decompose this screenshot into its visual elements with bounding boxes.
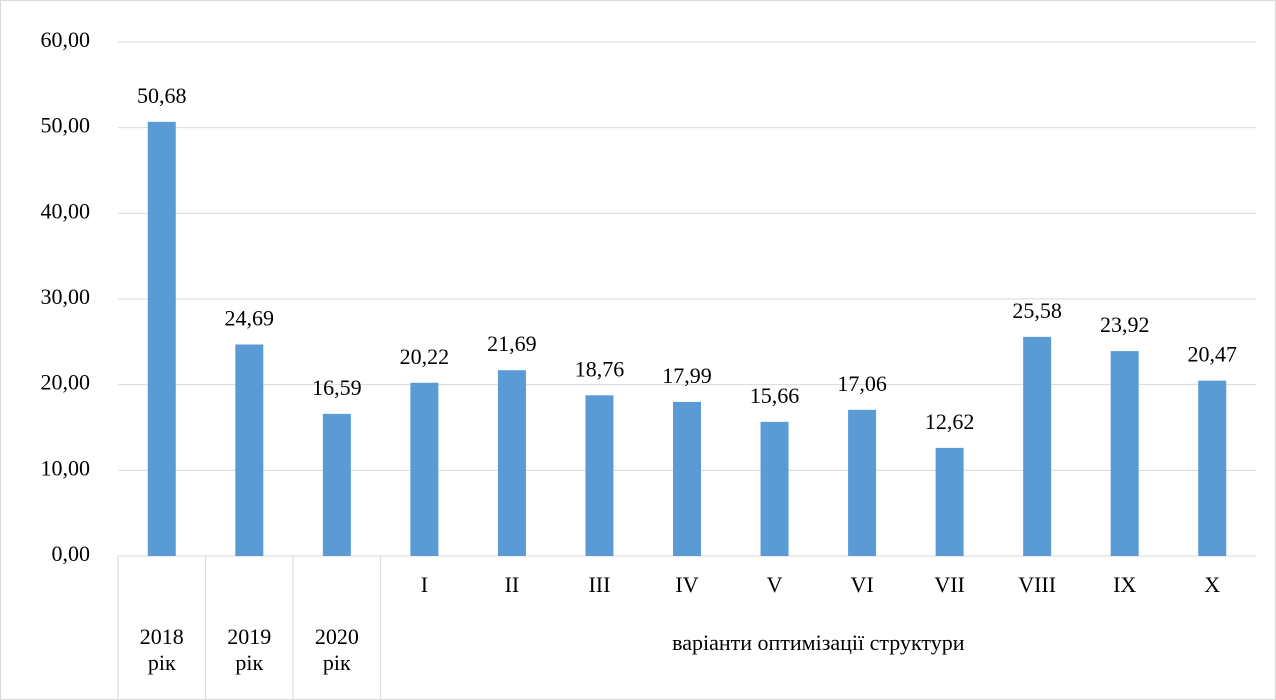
data-label: 50,68 [137,83,187,108]
x-tick-label: II [505,572,520,597]
x-tick-label: 2020 рік [314,624,359,675]
y-tick-label: 0,00 [52,541,91,566]
data-label: 25,58 [1012,298,1062,323]
data-label: 20,47 [1187,342,1237,367]
x-tick-label-box: 2019 рік [227,624,272,675]
bar [760,421,789,556]
data-label: 24,69 [225,306,275,331]
bar [1198,380,1227,556]
bar [235,344,264,556]
x-tick-label: VII [934,572,965,597]
data-label: 20,22 [400,344,450,369]
data-label: 21,69 [487,331,537,356]
bar [147,121,176,556]
x-tick-label: 2019 рік [227,624,272,675]
bar [673,401,701,556]
y-tick-label: 60,00 [41,27,91,52]
bar [935,447,964,556]
x-tick-label: VIII [1018,572,1056,597]
x-tick-label: X [1204,572,1220,597]
bar [1110,351,1139,556]
bar [497,370,526,556]
x-tick-label-box: 2018 рік [139,624,184,675]
x-tick-label: IV [675,572,698,597]
data-label: 15,66 [750,383,800,408]
x-tick-label-box: 2020 рік [314,624,359,675]
x-tick-label: IX [1113,572,1136,597]
bar [585,395,614,556]
bar [848,409,877,556]
x-tick-label: III [588,572,610,597]
data-label: 17,99 [662,363,712,388]
data-label: 17,06 [837,371,887,396]
x-tick-label: V [767,572,783,597]
data-label: 12,62 [925,409,975,434]
x-tick-label: VI [850,572,873,597]
data-label: 18,76 [575,356,625,381]
y-tick-label: 40,00 [41,198,91,223]
x-tick-label: 2018 рік [139,624,184,675]
bar [1023,336,1052,556]
category-group-label: варіанти оптимізації структури [672,630,965,655]
data-label: 23,92 [1100,312,1150,337]
y-tick-label: 10,00 [41,455,91,480]
x-tick-label: I [421,572,428,597]
bar [322,413,351,556]
data-label: 16,59 [312,375,362,400]
y-tick-label: 50,00 [41,113,91,138]
bar [410,382,439,556]
y-tick-label: 30,00 [41,284,91,309]
y-tick-label: 20,00 [41,370,91,395]
